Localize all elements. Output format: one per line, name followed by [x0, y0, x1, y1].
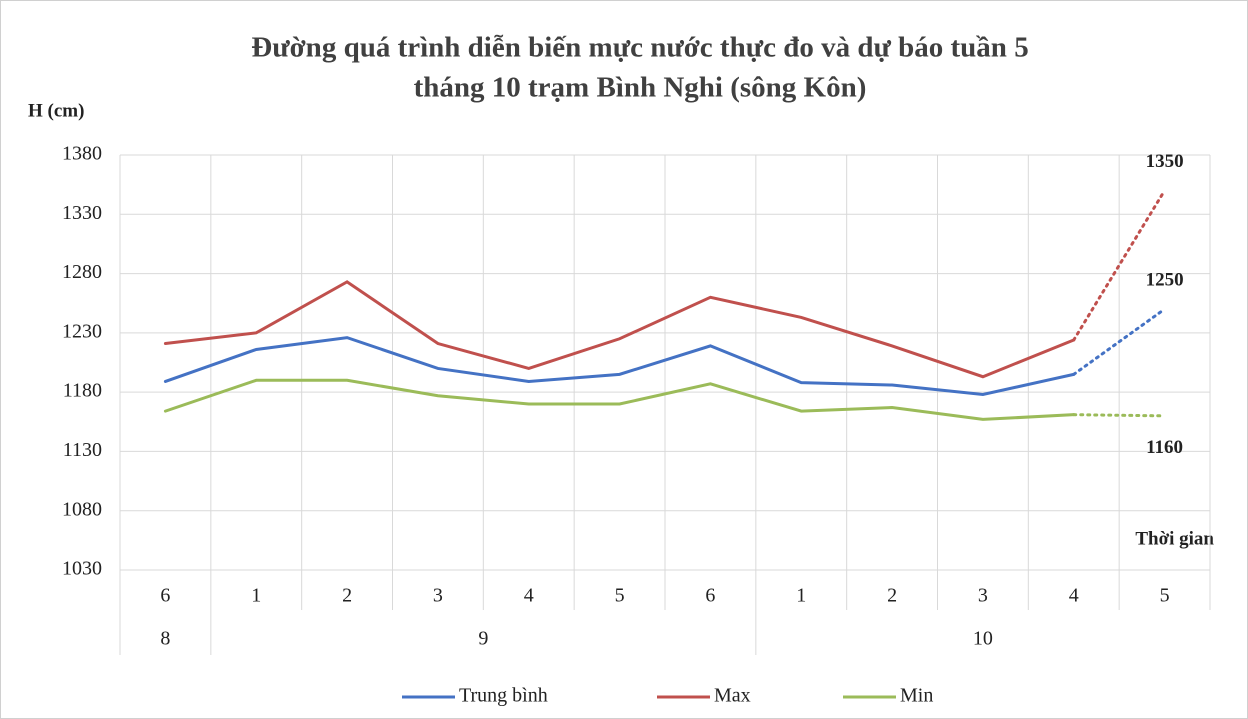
- series-line: [163, 280, 1076, 379]
- forecast-line: [1072, 307, 1167, 376]
- y-tick-label: 1130: [63, 439, 102, 461]
- y-tick-label: 1180: [63, 380, 102, 402]
- forecast-line: [1072, 189, 1167, 342]
- x-tick-label: 2: [887, 585, 897, 607]
- data-label: 1250: [1146, 270, 1184, 291]
- x-tick-label: 5: [1160, 585, 1170, 607]
- forecast-line: [1072, 413, 1167, 418]
- x-tick-label: 6: [705, 585, 715, 607]
- y-tick-label: 1080: [62, 498, 102, 520]
- data-label: 1160: [1146, 437, 1183, 458]
- y-tick-label: 1030: [62, 558, 102, 580]
- x-tick-label: 4: [524, 585, 534, 607]
- chart-title: tháng 10 trạm Bình Nghi (sông Kôn): [414, 72, 867, 104]
- legend-label: Max: [714, 685, 751, 707]
- group-label: 10: [973, 628, 993, 650]
- legend-label: Trung bình: [459, 685, 548, 707]
- x-tick-label: 1: [796, 585, 806, 607]
- y-tick-label: 1280: [62, 261, 102, 283]
- y-axis-label: H (cm): [28, 100, 84, 121]
- x-tick-label: 4: [1069, 585, 1079, 607]
- data-label: 1350: [1146, 151, 1184, 172]
- x-axis-label: Thời gian: [1135, 528, 1214, 549]
- group-label: 9: [478, 628, 488, 650]
- y-tick-label: 1330: [62, 202, 102, 224]
- y-tick-label: 1230: [62, 320, 102, 342]
- x-tick-label: 5: [615, 585, 625, 607]
- y-tick-label: 1380: [62, 143, 102, 165]
- legend-label: Min: [900, 685, 933, 707]
- x-tick-label: 6: [160, 585, 170, 607]
- x-tick-label: 3: [978, 585, 988, 607]
- x-tick-label: 1: [251, 585, 261, 607]
- group-label: 8: [160, 628, 170, 650]
- chart-title: Đường quá trình diễn biến mực nước thực …: [251, 32, 1028, 64]
- series-line: [163, 378, 1076, 421]
- x-tick-label: 2: [342, 585, 352, 607]
- series-line: [163, 336, 1076, 397]
- x-tick-label: 3: [433, 585, 443, 607]
